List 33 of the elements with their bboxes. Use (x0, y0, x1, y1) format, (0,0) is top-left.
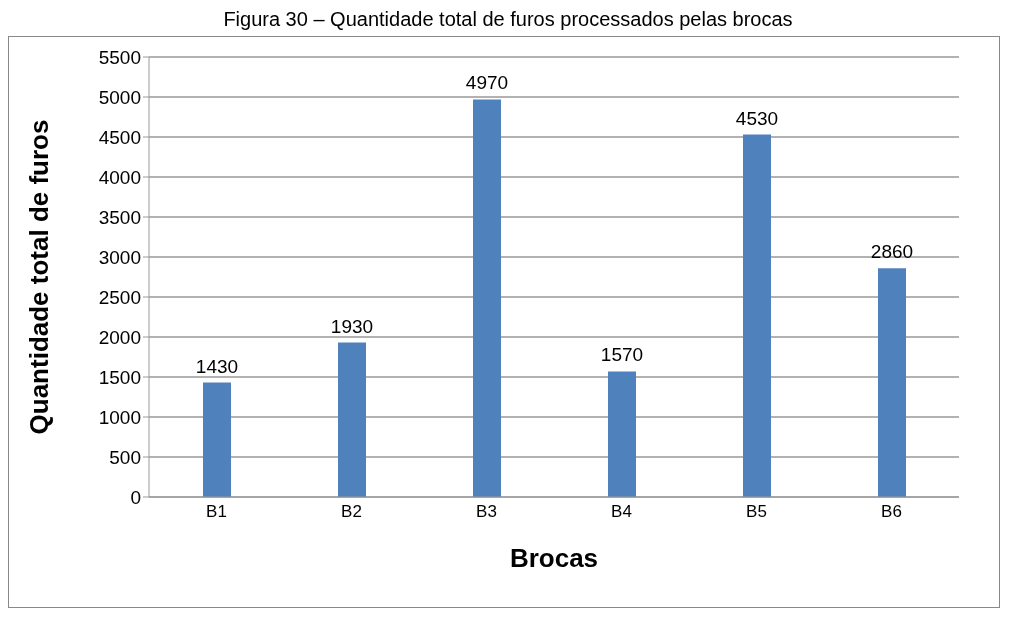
x-tick-label: B3 (476, 502, 497, 522)
x-tick-label: B1 (206, 502, 227, 522)
bar (473, 99, 501, 497)
x-tick-label: B5 (746, 502, 767, 522)
y-tick-label: 3000 (98, 246, 141, 268)
x-tick-label: B4 (611, 502, 632, 522)
x-tick-label: B6 (881, 502, 902, 522)
data-label: 1570 (600, 344, 644, 366)
data-label: 2860 (870, 241, 914, 263)
y-tick-label: 0 (130, 486, 141, 508)
y-tick-label: 3500 (98, 206, 141, 228)
data-label: 4530 (735, 107, 779, 129)
chart-title: Figura 30 – Quantidade total de furos processados pelas brocas (222, 8, 794, 32)
bar (203, 382, 231, 497)
data-label: 1430 (195, 355, 239, 377)
data-label: 1930 (330, 315, 374, 337)
y-tick-label: 5500 (98, 46, 141, 68)
y-tick-label: 4500 (98, 126, 141, 148)
y-tick-label: 1000 (98, 406, 141, 428)
bar (338, 342, 366, 497)
y-tick-label: 5000 (98, 86, 141, 108)
x-tick-label: B2 (341, 502, 362, 522)
y-tick-label: 4000 (98, 166, 141, 188)
bar (878, 268, 906, 497)
y-axis-title: Quantidade total de furos (24, 119, 55, 435)
y-tick-label: 2500 (98, 286, 141, 308)
x-axis-title: Brocas (509, 543, 599, 573)
y-tick-label: 2000 (98, 326, 141, 348)
bar (743, 134, 771, 497)
bar (608, 371, 636, 497)
y-tick-label: 1500 (98, 366, 141, 388)
data-label: 4970 (465, 72, 509, 94)
y-tick-label: 500 (109, 446, 141, 468)
